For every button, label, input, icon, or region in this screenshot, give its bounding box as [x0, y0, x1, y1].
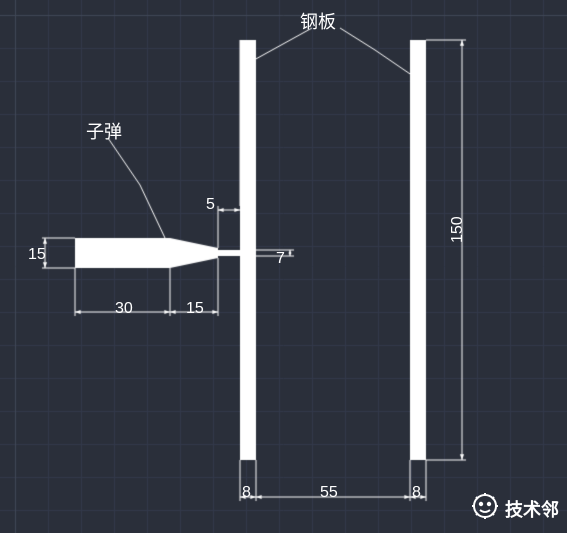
- dim-8-right: 8: [412, 484, 421, 502]
- dim-7: 7: [276, 250, 285, 268]
- dim-5: 5: [206, 196, 215, 214]
- dim-30: 30: [115, 300, 133, 318]
- dim-15-horizontal: 15: [186, 300, 204, 318]
- watermark-text: 技术邻: [505, 496, 559, 522]
- plate-annotation-label: 钢板: [300, 8, 336, 34]
- watermark-logo: 技术邻: [471, 492, 559, 525]
- dim-15-vertical: 15: [28, 246, 46, 264]
- dim-55: 55: [320, 484, 338, 502]
- bullet-annotation-label: 子弹: [86, 118, 122, 144]
- dim-150: 150: [449, 216, 467, 243]
- gear-face-icon: [471, 492, 499, 525]
- dim-8-left: 8: [242, 484, 251, 502]
